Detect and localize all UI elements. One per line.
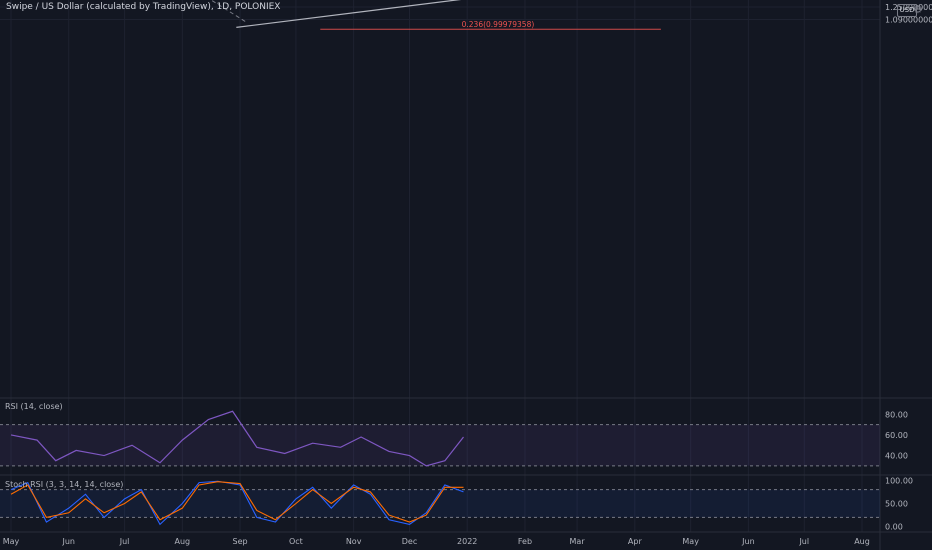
price-axis[interactable]: 16.0000000013.0000000011.000000009.50000…	[846, 0, 932, 25]
time-tick-label: Jul	[119, 537, 130, 546]
rsi-line	[10, 410, 464, 467]
time-tick-label: Jul	[798, 537, 809, 546]
price-tick-label: 1.09000000	[885, 16, 932, 25]
stoch-k-line	[10, 480, 464, 526]
stoch-rsi-title: Stoch RSI (3, 3, 14, 14, close)	[5, 480, 124, 489]
time-tick-label: Oct	[289, 537, 303, 546]
time-tick-label: Mar	[570, 537, 586, 546]
price-tick-label: 1.25000000	[885, 3, 932, 12]
time-tick-label: Nov	[346, 537, 362, 546]
time-tick-label: Aug	[175, 537, 191, 546]
stoch-rsi-pane[interactable]: 100.00 50.00 0.00	[0, 476, 913, 532]
trendline-dashed	[210, 0, 248, 24]
currency-badge[interactable]: USD	[897, 4, 917, 17]
time-tick-label: Sep	[233, 537, 248, 546]
time-tick-label: Aug	[854, 537, 870, 546]
rsi-tick-label: 60.00	[885, 431, 908, 440]
chart-title: Swipe / US Dollar (calculated by Trading…	[6, 2, 281, 12]
stoch-d-line	[10, 481, 464, 523]
rsi-pane[interactable]: 80.00 60.00 40.00	[0, 410, 908, 467]
time-tick-label: Feb	[518, 537, 532, 546]
rsi-tick-label: 80.00	[885, 410, 908, 419]
rsi-band	[0, 424, 880, 466]
fib-level-label: 0.236(0.99979358)	[462, 20, 535, 29]
time-tick-label: Apr	[628, 537, 643, 546]
time-tick-label: Jun	[61, 537, 75, 546]
time-tick-label: 2022	[457, 537, 477, 546]
time-tick-label: Dec	[402, 537, 417, 546]
main-pane[interactable]: 1.618(14.66339230)1.414(12.82578366)1.41…	[0, 0, 880, 30]
rsi-title: RSI (14, close)	[5, 402, 63, 411]
time-tick-label: Jun	[741, 537, 755, 546]
stoch-tick-label: 50.00	[885, 500, 908, 509]
rsi-tick-label: 40.00	[885, 452, 908, 461]
gear-icon[interactable]: ⚙	[913, 3, 923, 16]
stoch-tick-label: 0.00	[885, 523, 903, 532]
stoch-tick-label: 100.00	[885, 476, 913, 485]
time-tick-label: May	[682, 537, 699, 546]
trendline-ascending-support	[236, 0, 462, 28]
time-axis[interactable]: May Jun Jul Aug Sep Oct Nov Dec 2022 Feb Mar Apr May…	[3, 537, 870, 546]
time-tick-label: May	[3, 537, 20, 546]
